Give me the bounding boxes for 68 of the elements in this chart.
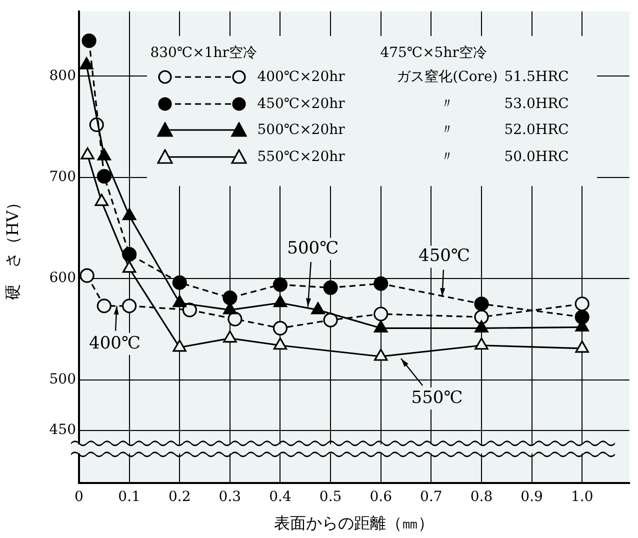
annotation: 450℃ — [418, 246, 470, 266]
x-tick-label: 0.9 — [520, 489, 543, 506]
point — [273, 295, 288, 308]
point — [172, 275, 187, 290]
y-tick-label: 700 — [49, 169, 76, 186]
point — [96, 298, 112, 314]
point — [474, 310, 489, 324]
point — [96, 169, 112, 184]
x-tick-label: 0.3 — [218, 489, 242, 506]
point — [374, 320, 388, 332]
point — [80, 268, 94, 283]
point — [82, 33, 96, 48]
point — [122, 260, 136, 273]
point — [122, 298, 137, 314]
point — [122, 246, 137, 262]
x-tick-label: 0.7 — [420, 489, 442, 506]
legend-label: 550℃×20hr — [257, 148, 345, 167]
annotation: 400℃ — [89, 333, 140, 354]
point — [311, 302, 325, 314]
point — [228, 312, 242, 326]
annotation: 53.0HRC — [504, 94, 569, 114]
x-tick-label: 0.8 — [470, 489, 493, 506]
point — [323, 312, 338, 328]
annotation: 550℃ — [411, 388, 463, 408]
point — [474, 320, 488, 332]
x-axis-title: 表面からの距離（㎜） — [274, 514, 434, 533]
annotation: 500℃ — [287, 238, 339, 258]
annotation: 〃 — [440, 121, 454, 140]
point — [474, 296, 489, 312]
point — [172, 340, 186, 352]
point — [172, 295, 186, 308]
y-tick-label: 600 — [49, 270, 76, 286]
point — [222, 290, 238, 306]
x-tick-label: 0 — [74, 489, 84, 506]
x-tick-label: 0.6 — [370, 489, 392, 506]
y-tick-label: 450 — [49, 422, 76, 438]
x-tick-label: 0.5 — [319, 489, 342, 506]
point — [223, 330, 237, 343]
point — [374, 276, 388, 291]
point — [272, 320, 288, 336]
y-tick-label: 800 — [49, 68, 76, 84]
point — [374, 306, 388, 322]
point — [374, 348, 388, 361]
x-tick-label: 0.1 — [118, 489, 140, 506]
annotation: 50.0HRC — [504, 148, 569, 167]
annotation: 51.5HRC — [504, 68, 569, 88]
annotation: ガス窒化(Core) — [396, 68, 498, 88]
annotation: 〃 — [440, 94, 454, 114]
annotation: 〃 — [440, 148, 454, 167]
legend-label: 400℃×20hr — [257, 68, 345, 88]
point — [122, 208, 136, 220]
legend-label: 450℃×20hr — [257, 94, 345, 114]
legend-label: 500℃×20hr — [257, 121, 345, 140]
annotation: 52.0HRC — [504, 121, 569, 140]
point — [474, 338, 488, 350]
point — [575, 340, 589, 353]
point — [273, 338, 288, 350]
point — [272, 277, 288, 292]
point — [574, 296, 590, 312]
y-axis-title: 硬 さ（HV） — [2, 194, 22, 300]
x-tick-label: 0.2 — [168, 489, 191, 506]
x-tick-label: 1.0 — [570, 489, 594, 506]
y-tick-label: 500 — [49, 371, 76, 388]
annotation: 475℃×5hr空冷 — [380, 44, 487, 64]
point — [574, 310, 590, 324]
point — [323, 280, 338, 295]
x-tick-label: 0.4 — [269, 489, 292, 506]
annotation: 830℃×1hr空冷 — [150, 44, 257, 64]
